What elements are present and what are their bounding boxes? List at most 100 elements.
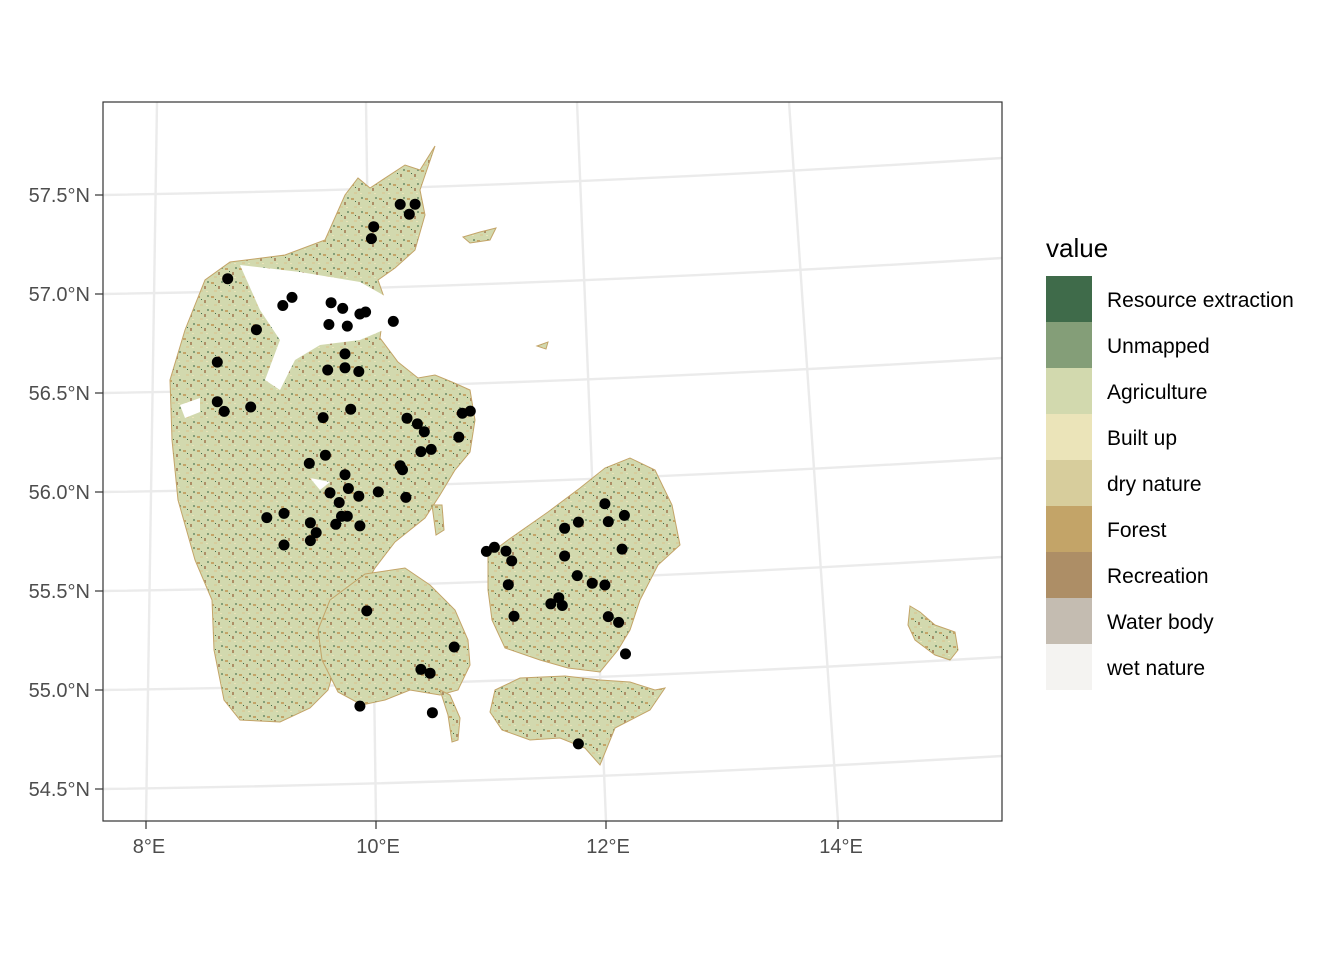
- sample-point: [418, 426, 430, 438]
- sample-point: [330, 518, 342, 530]
- sample-point: [556, 600, 568, 611]
- inland-water: [172, 265, 395, 555]
- sample-point: [397, 464, 408, 476]
- sample-point: [365, 233, 377, 245]
- anholt-landmass: [535, 341, 549, 350]
- sample-point: [411, 418, 423, 430]
- sample-point: [387, 315, 399, 327]
- legend-label: Forest: [1107, 519, 1167, 542]
- legend-label: Recreation: [1107, 565, 1209, 588]
- sample-point: [559, 522, 571, 534]
- sample-point: [464, 405, 476, 417]
- legend-swatch: [1046, 598, 1092, 644]
- sample-point: [339, 348, 351, 360]
- sample-point: [323, 319, 335, 330]
- sample-point: [286, 291, 298, 303]
- sample-point: [319, 449, 331, 461]
- laeso-landmass: [461, 227, 497, 244]
- sample-point: [342, 483, 354, 494]
- sample-point: [261, 512, 273, 524]
- langeland-landmass: [439, 689, 461, 743]
- legend-label: Water body: [1107, 611, 1214, 634]
- sample-point: [354, 520, 366, 532]
- sample-point: [599, 498, 611, 510]
- sample-point: [339, 469, 351, 481]
- x-tick-label: 10°E: [356, 836, 400, 858]
- sample-point: [620, 648, 631, 660]
- sample-point: [341, 320, 353, 332]
- sample-point: [245, 401, 257, 413]
- legend-swatch: [1046, 552, 1092, 598]
- sample-point: [572, 738, 584, 750]
- sample-point: [361, 605, 373, 617]
- legend-title: value: [1046, 233, 1108, 263]
- sample-point: [572, 516, 584, 528]
- legend-swatch: [1046, 322, 1092, 368]
- sample-point: [250, 324, 262, 336]
- legend-swatch: [1046, 276, 1092, 322]
- sample-point: [602, 516, 614, 528]
- sample-point: [325, 297, 337, 309]
- sample-point: [337, 302, 349, 314]
- sample-point: [317, 412, 329, 424]
- sample-point: [368, 221, 380, 233]
- sample-point: [278, 507, 290, 519]
- sample-point: [508, 610, 520, 622]
- y-axis-labels: 57.5°N 57.0°N 56.5°N 56.0°N 55.5°N 55.0°…: [29, 185, 90, 801]
- axis-ticks: [95, 194, 839, 829]
- sample-point: [506, 555, 518, 567]
- legend-label: Unmapped: [1107, 335, 1210, 358]
- sample-point: [453, 431, 465, 443]
- lolland-falster-landmass: [489, 675, 667, 766]
- sample-point: [500, 545, 512, 557]
- sample-point: [559, 550, 571, 562]
- bornholm-landmass: [907, 605, 959, 661]
- sample-point: [425, 443, 437, 455]
- plot-border: [102, 101, 1003, 822]
- sample-point: [278, 539, 290, 551]
- sample-point: [448, 641, 460, 653]
- x-axis-labels: 8°E 10°E 12°E 14°E: [133, 836, 863, 858]
- legend-swatch: [1046, 460, 1092, 506]
- sample-point: [353, 490, 365, 502]
- x-tick-label: 8°E: [133, 836, 165, 858]
- sample-point: [426, 707, 438, 719]
- sample-point: [211, 356, 223, 368]
- legend-label: Resource extraction: [1107, 289, 1294, 312]
- sample-point: [222, 273, 234, 285]
- y-tick-label: 54.5°N: [29, 779, 90, 801]
- sample-point: [613, 616, 625, 628]
- sample-point: [277, 300, 289, 311]
- y-tick-label: 56.5°N: [29, 383, 90, 405]
- y-tick-label: 55.5°N: [29, 581, 90, 603]
- sample-point: [354, 700, 366, 712]
- legend-label: Built up: [1107, 427, 1177, 450]
- samso-landmass: [431, 504, 445, 536]
- sample-point: [480, 545, 492, 557]
- sample-point: [616, 543, 628, 555]
- sample-point: [333, 497, 345, 508]
- legend-swatch: [1046, 414, 1092, 460]
- sample-point: [401, 412, 413, 424]
- sample-point: [502, 579, 514, 591]
- zealand-landmass: [487, 457, 681, 673]
- legend: value Resource extraction Unmapped Agricul…: [1046, 233, 1294, 690]
- sample-point: [424, 667, 436, 679]
- sample-point: [304, 517, 316, 529]
- y-tick-label: 57.5°N: [29, 185, 90, 207]
- y-tick-label: 56.0°N: [29, 482, 90, 504]
- sample-point: [415, 446, 427, 458]
- x-tick-label: 14°E: [819, 836, 863, 858]
- sample-point: [324, 487, 336, 499]
- sample-point: [345, 403, 357, 415]
- x-tick-label: 12°E: [586, 836, 630, 858]
- sample-point: [409, 198, 421, 210]
- legend-label: Agriculture: [1107, 381, 1207, 404]
- sample-point: [211, 396, 223, 408]
- y-tick-label: 55.0°N: [29, 680, 90, 702]
- sample-point: [218, 405, 230, 417]
- legend-swatch: [1046, 644, 1092, 690]
- sample-point: [360, 306, 372, 318]
- legend-swatch: [1046, 368, 1092, 414]
- sample-point: [403, 208, 415, 220]
